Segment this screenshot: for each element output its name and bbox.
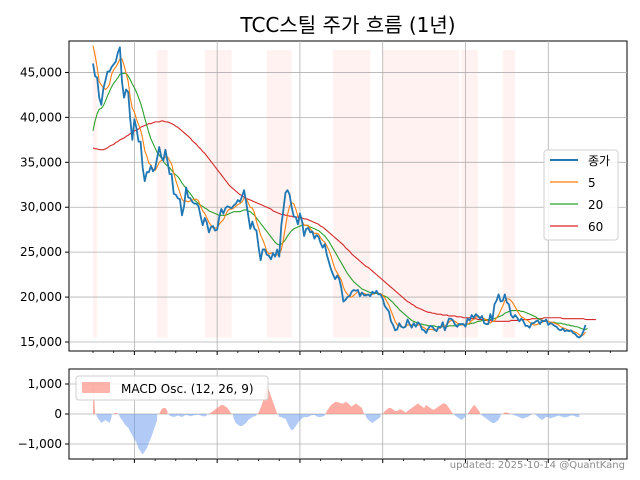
macd-legend-box (75, 375, 269, 401)
legend-label-ma5: 5 (588, 176, 596, 190)
macd-positive-area (325, 402, 365, 414)
macd-legend-swatch (82, 382, 110, 393)
macd-negative-area (534, 414, 580, 420)
price-y-tick-label: 20,000 (20, 290, 62, 304)
macd-oscillator-area (93, 372, 580, 455)
macd-positive-area (93, 372, 96, 414)
price-x-axis (92, 351, 611, 355)
macd-negative-area (365, 414, 381, 423)
shaded-region (266, 49, 292, 338)
price-series-lines (92, 45, 596, 339)
macd-negative-area (96, 414, 112, 423)
macd-positive-area (207, 405, 232, 414)
price-y-tick-label: 45,000 (20, 65, 62, 79)
macd-positive-area (501, 412, 512, 414)
shaded-region (157, 49, 168, 338)
shaded-region (461, 49, 478, 338)
legend-label-close: 종가 (588, 154, 610, 168)
shaded-region (382, 49, 460, 338)
chart-title: TCC스틸 주가 흐름 (1년) (239, 13, 455, 37)
macd-panel: −1,000 0 1,000 (18, 368, 628, 463)
shaded-region (502, 49, 516, 338)
macd-y-axis: −1,000 0 1,000 (18, 377, 69, 451)
macd-x-axis (92, 459, 611, 463)
price-y-tick-label: 30,000 (20, 200, 62, 214)
series-line-ma5 (92, 45, 586, 337)
macd-negative-area (168, 414, 207, 417)
price-y-tick-label: 40,000 (20, 110, 62, 124)
macd-positive-area (158, 408, 168, 414)
price-panel: 15,000 20,000 25,000 30,000 35,000 40,000 45,0… (20, 40, 628, 355)
legend-label-ma60: 60 (588, 220, 603, 234)
legend-label-ma20: 20 (588, 198, 603, 212)
price-legend: 종가 5 20 60 (543, 149, 619, 241)
macd-negative-area (232, 414, 257, 426)
updated-watermark: updated: 2025-10-14 @QuantKang (450, 460, 625, 471)
price-legend-box (543, 149, 619, 241)
macd-negative-area (512, 414, 532, 419)
series-line-close (92, 46, 587, 339)
price-y-tick-label: 35,000 (20, 155, 62, 169)
macd-negative-area (454, 414, 466, 420)
macd-y-tick-label: 1,000 (28, 377, 62, 391)
macd-positive-area (112, 412, 118, 414)
macd-positive-area (466, 405, 480, 414)
macd-positive-area (381, 403, 454, 414)
macd-legend-label: MACD Osc. (12, 26, 9) (121, 382, 254, 396)
shaded-region (93, 49, 98, 338)
macd-y-tick-label: −1,000 (18, 437, 62, 451)
macd-negative-area (118, 414, 158, 455)
price-y-tick-label: 25,000 (20, 245, 62, 259)
macd-y-tick-label: 0 (54, 407, 62, 421)
series-line-ma20 (92, 72, 588, 330)
macd-legend: MACD Osc. (12, 26, 9) (75, 375, 269, 401)
macd-negative-area (278, 414, 325, 431)
macd-negative-area (481, 414, 501, 423)
shaded-region (204, 49, 232, 338)
price-y-axis: 15,000 20,000 25,000 30,000 35,000 40,000 45,0… (20, 65, 69, 349)
price-y-tick-label: 15,000 (20, 335, 62, 349)
series-line-ma60 (92, 120, 596, 322)
